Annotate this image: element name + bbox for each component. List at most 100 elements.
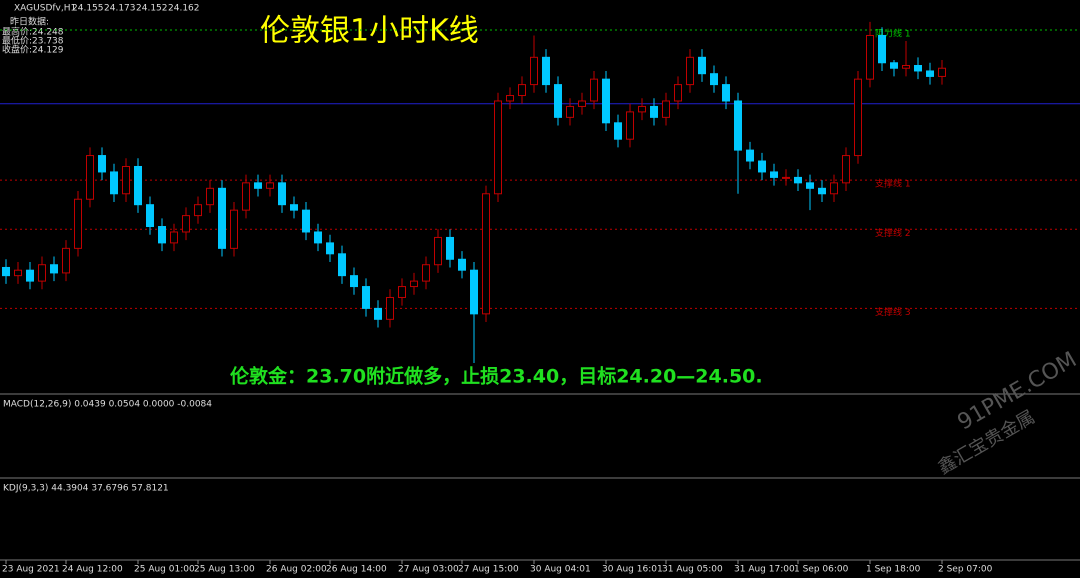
candle-body — [794, 176, 802, 184]
candle-body — [470, 269, 478, 315]
candle-body — [506, 95, 514, 102]
info-label: 最高价: — [2, 26, 32, 38]
candle-body — [626, 111, 634, 140]
x-tick-label: 27 Aug 15:00 — [458, 565, 519, 575]
candle-body — [926, 70, 934, 77]
candle-body — [386, 296, 394, 320]
candle-body — [782, 176, 790, 179]
candle-body — [182, 215, 190, 233]
candle-body — [326, 242, 334, 255]
candle-body — [242, 182, 250, 211]
candle-body — [26, 269, 34, 282]
candle-body — [722, 84, 730, 102]
candle-body — [410, 280, 418, 288]
x-tick-label: 1 Sep 18:00 — [866, 565, 921, 575]
candle-body — [302, 209, 310, 233]
x-tick-label: 25 Aug 13:00 — [194, 565, 255, 575]
x-tick-label: 30 Aug 16:01 — [602, 565, 663, 575]
candle-body — [554, 84, 562, 118]
candle-body — [110, 171, 118, 195]
candle-body — [290, 204, 298, 211]
x-tick-label: 1 Sep 06:00 — [794, 565, 849, 575]
x-tick-label: 27 Aug 03:00 — [398, 565, 459, 575]
candle-body — [566, 105, 574, 118]
candle-body — [50, 264, 58, 274]
x-tick-label: 2 Sep 07:00 — [938, 565, 993, 575]
candle-body — [422, 264, 430, 282]
candle-body — [86, 155, 94, 200]
candle-body — [158, 226, 166, 244]
candle-body — [230, 209, 238, 249]
info-title: 昨日数据: — [10, 16, 49, 28]
candle-body — [758, 160, 766, 173]
candle-body — [74, 198, 82, 249]
candle-body — [218, 187, 226, 249]
candle-body — [14, 269, 22, 277]
candle-body — [902, 65, 910, 69]
candle-body — [590, 78, 598, 102]
ohlc-value: 24.162 — [168, 4, 200, 14]
candle-body — [818, 187, 826, 195]
info-value: 24.248 — [32, 28, 64, 38]
x-tick-label: 30 Aug 04:01 — [530, 565, 591, 575]
candle-body — [674, 84, 682, 102]
candle-body — [38, 264, 46, 282]
candle-body — [842, 155, 850, 184]
candle-body — [374, 307, 382, 320]
candle-body — [170, 231, 178, 244]
x-tick-label: 26 Aug 02:00 — [266, 565, 327, 575]
level-label: 支撑线 2 — [875, 227, 911, 239]
candle-body — [602, 78, 610, 124]
candle-body — [482, 193, 490, 315]
candle-body — [854, 78, 862, 157]
candle-body — [866, 34, 874, 80]
candle-body — [62, 247, 70, 274]
x-tick-label: 25 Aug 01:00 — [134, 565, 195, 575]
x-tick-label: 31 Aug 17:00 — [734, 565, 795, 575]
macd-label: MACD(12,26,9) 0.0439 0.0504 0.0000 -0.00… — [3, 400, 212, 410]
candle-body — [362, 286, 370, 309]
level-label: 支撑线 3 — [875, 306, 911, 318]
candle-body — [434, 236, 442, 266]
x-tick-label: 23 Aug 2021 — [2, 565, 60, 575]
candle-body — [614, 122, 622, 140]
candle-body — [206, 187, 214, 206]
candle-body — [806, 182, 814, 189]
candle-body — [686, 56, 694, 86]
x-tick-label: 26 Aug 14:00 — [326, 565, 387, 575]
candle-body — [890, 62, 898, 69]
candle-body — [98, 155, 106, 173]
candle-body — [134, 165, 142, 206]
candle-body — [878, 34, 886, 64]
info-label: 最低价: — [2, 35, 32, 47]
candle-body — [314, 231, 322, 244]
kdj-label: KDJ(9,3,3) 44.3904 37.6796 57.8121 — [3, 484, 169, 494]
level-label: 支撑线 1 — [875, 178, 911, 190]
candle-body — [122, 165, 130, 195]
candle-body — [146, 204, 154, 228]
ohlc-value: 24.155 — [72, 4, 104, 14]
candle-body — [530, 56, 538, 86]
candle-body — [770, 171, 778, 178]
candle-body — [458, 258, 466, 271]
candle-body — [518, 84, 526, 97]
candle-body — [638, 105, 646, 113]
info-value: 23.738 — [32, 37, 64, 47]
chart-title: 伦敦银1小时K线 — [260, 14, 479, 49]
candle-body — [194, 204, 202, 217]
candle-body — [578, 100, 586, 107]
x-tick-label: 24 Aug 12:00 — [62, 565, 123, 575]
candle-body — [698, 56, 706, 75]
candle-body — [266, 182, 274, 189]
ohlc-value: 24.152 — [136, 4, 168, 14]
annotation: 伦敦金：23.70附近做多，止损23.40，目标24.20—24.50. — [230, 365, 763, 388]
symbol: XAGUSDfv,H1 — [14, 4, 76, 14]
info-value: 24.129 — [32, 46, 64, 56]
candle-body — [914, 65, 922, 72]
ohlc-value: 24.173 — [104, 4, 136, 14]
candle-body — [734, 100, 742, 151]
candle-body — [830, 182, 838, 195]
candle-body — [2, 266, 10, 277]
